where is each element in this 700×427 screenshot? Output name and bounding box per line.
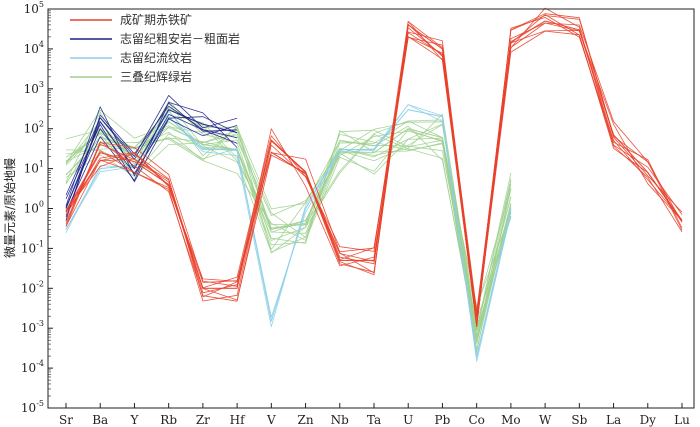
y-axis-label: 微量元素/原始地幔 bbox=[2, 158, 17, 258]
series-0 bbox=[65, 7, 683, 328]
x-tick-label: W bbox=[539, 413, 552, 427]
series-line bbox=[65, 109, 512, 332]
series-line bbox=[65, 17, 683, 328]
x-tick-label: Dy bbox=[640, 413, 657, 427]
x-tick-label: Pb bbox=[435, 413, 451, 427]
series-line bbox=[65, 129, 512, 353]
series-line bbox=[65, 22, 683, 320]
series-line bbox=[65, 118, 238, 199]
legend-label: 三叠纪辉绿岩 bbox=[120, 69, 192, 84]
x-tick-label: Co bbox=[468, 413, 484, 427]
series-line bbox=[65, 109, 512, 331]
x-tick-label: Zr bbox=[196, 413, 210, 427]
legend-label: 志留纪粗安岩－粗面岩 bbox=[120, 31, 240, 46]
series-line bbox=[65, 7, 683, 317]
y-tick-label: 105 bbox=[24, 0, 44, 16]
x-tick-label: Nb bbox=[331, 413, 350, 427]
x-tick-label: Sr bbox=[59, 413, 73, 427]
x-tick-label: Mo bbox=[501, 413, 521, 427]
series-1 bbox=[65, 95, 238, 221]
x-tick-label: Ba bbox=[92, 413, 108, 427]
x-tick-label: Rb bbox=[160, 413, 177, 427]
y-tick-label: 100 bbox=[24, 200, 44, 216]
y-tick-label: 102 bbox=[24, 120, 44, 136]
series-line bbox=[65, 95, 238, 218]
legend-label: 成矿期赤铁矿 bbox=[120, 13, 192, 27]
x-tick-label: Y bbox=[129, 413, 139, 427]
series-line bbox=[65, 14, 683, 328]
series-line bbox=[65, 102, 238, 213]
series-3 bbox=[65, 100, 512, 353]
x-tick-label: Lu bbox=[674, 413, 690, 427]
y-tick-label: 10-3 bbox=[21, 319, 44, 335]
x-tick-label: V bbox=[266, 413, 276, 427]
x-tick-label: Zn bbox=[298, 413, 314, 427]
y-tick-label: 104 bbox=[24, 40, 44, 56]
y-tick-label: 103 bbox=[24, 80, 44, 96]
series-line bbox=[65, 106, 238, 206]
series-line bbox=[65, 15, 683, 317]
x-tick-label: Sb bbox=[571, 413, 587, 427]
y-tick-label: 10-5 bbox=[21, 399, 44, 415]
series-line bbox=[65, 21, 683, 326]
plot-lines bbox=[65, 7, 683, 362]
legend-label: 志留纪流纹岩 bbox=[120, 50, 192, 65]
x-axis: Sr Ba Y Rb Zr Hf V Zn Nb Ta U Pb Co Mo W Sb La Dy Lu bbox=[59, 403, 690, 427]
series-line bbox=[65, 20, 683, 325]
x-tick-label: Ta bbox=[367, 413, 381, 427]
x-tick-label: La bbox=[606, 413, 621, 427]
x-tick-label: Hf bbox=[230, 413, 246, 427]
series-line bbox=[65, 109, 238, 209]
y-tick-label: 10-2 bbox=[21, 279, 44, 295]
x-tick-label: U bbox=[403, 413, 413, 427]
series-line bbox=[65, 105, 238, 221]
y-axis: 10-5 10-4 10-3 10-2 10-1 100 101 102 103 104 105 bbox=[21, 0, 53, 415]
y-tick-label: 10-4 bbox=[21, 359, 44, 375]
y-tick-label: 101 bbox=[24, 160, 44, 176]
y-tick-label: 10-1 bbox=[21, 239, 44, 255]
plot-frame bbox=[47, 8, 695, 409]
